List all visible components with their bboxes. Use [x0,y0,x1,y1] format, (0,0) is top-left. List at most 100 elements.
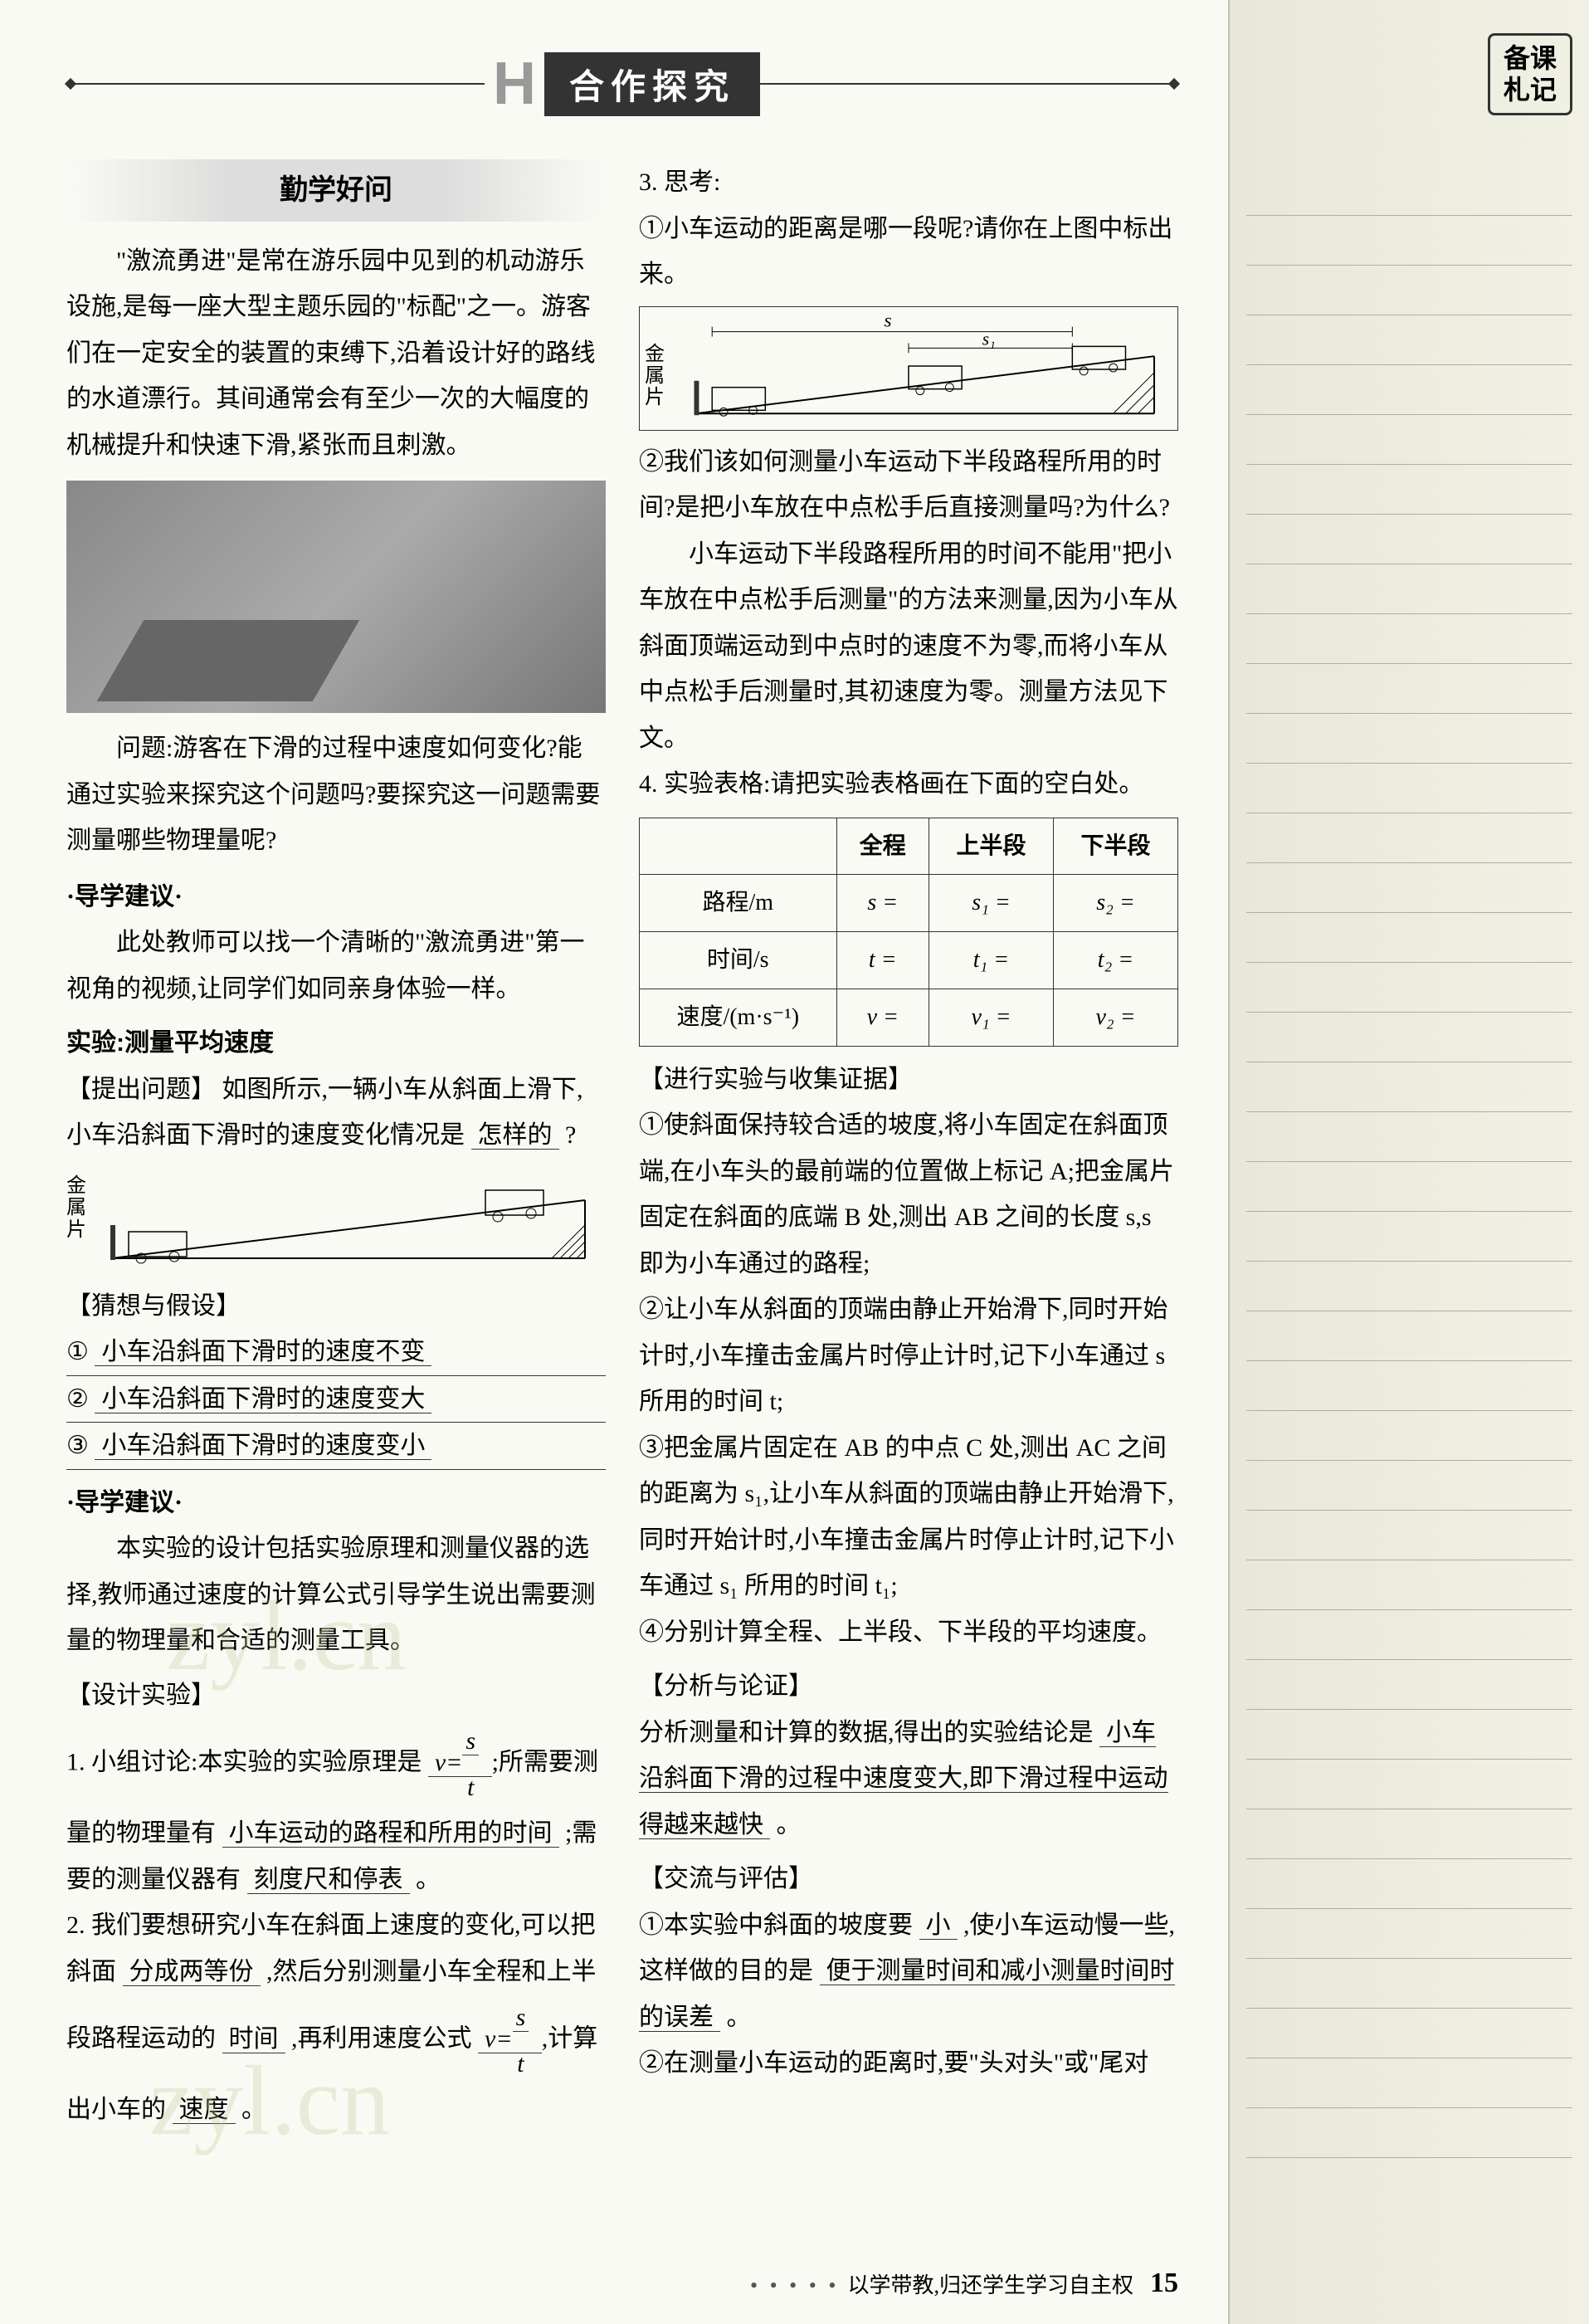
r2c2: t₁ = [929,932,1053,989]
guide1-title: ·导学建议· [66,874,606,920]
raise-q-blank: 怎样的 [471,1121,559,1150]
r3c1: v = [836,989,929,1046]
guide1-body: 此处教师可以找一个清晰的"激流勇进"第一视角的视频,让同学们如同亲身体验一样。 [66,920,606,1012]
r1c3: s₂ = [1053,875,1177,932]
eval-title: 【交流与评估】 [639,1856,1178,1902]
left-column: 勤学好问 "激流勇进"是常在游乐园中见到的机动游乐设施,是每一座大型主题乐园的"… [66,159,606,2133]
guess-title: 【猜想与假设】 [66,1283,606,1330]
collect-2: ②让小车从斜面的顶端由静止开始滑下,同时开始计时,小车撞击金属片时停止计时,记下… [639,1286,1178,1425]
eval-2: ②在测量小车运动的距离时,要"头对头"或"尾对 [639,2040,1178,2087]
main-content: H 合作探究 勤学好问 "激流勇进"是常在游乐园中见到的机动游乐设施,是每一座大… [0,0,1228,2324]
section-header: H 合作探究 [66,50,1178,118]
two-column-layout: 勤学好问 "激流勇进"是常在游乐园中见到的机动游乐设施,是每一座大型主题乐园的"… [66,159,1178,2133]
decor-line-left [66,83,485,85]
notebook-lines [1246,166,1572,2274]
d1-blank3: 刻度尺和停表 [247,1866,410,1894]
page-number: 15 [1150,2268,1178,2299]
think2-answer: 小车运动下半段路程所用的时间不能用"把小车放在中点松手后测量"的方法来测量,因为… [639,531,1178,762]
d2-mid2: ,再利用速度公式 [291,2025,472,2053]
table-row-distance: 路程/m s = s₁ = s₂ = [640,875,1178,932]
header-letter: H [493,50,536,118]
guess-2: ② 小车沿斜面下滑时的速度变大 [66,1376,606,1423]
guess2-num: ② [66,1376,89,1423]
r1c1: s = [836,875,929,932]
d2-blank3: 速度 [173,2096,236,2124]
d1-formula: v=st [428,1749,492,1777]
r3c3: v₂ = [1053,989,1177,1046]
r3c2: v₁ = [929,989,1053,1046]
th-full: 全程 [836,818,929,875]
intro-paragraph: "激流勇进"是常在游乐园中见到的机动游乐设施,是每一座大型主题乐园的"标配"之一… [66,238,606,469]
raise-q-end: ? [565,1121,576,1149]
d1-pre: 1. 小组讨论:本实验的实验原理是 [66,1749,422,1776]
ramp-label-left: 金属片 [66,1175,86,1241]
d1-end: 。 [416,1866,441,1893]
page-footer: 以学带教,归还学生学习自主权 15 [750,2268,1178,2299]
th-lower: 下半段 [1053,818,1177,875]
header-title: 合作探究 [544,52,760,116]
think-title: 3. 思考: [639,159,1178,206]
analysis-pre: 分析测量和计算的数据,得出的实验结论是 [639,1719,1094,1746]
eval-1: ①本实验中斜面的坡度要 小 ,使小车运动慢一些,这样做的目的是 便于测量时间和减… [639,1902,1178,2041]
r3-label: 速度/(m·s⁻¹) [640,989,837,1046]
r1c2: s₁ = [929,875,1053,932]
collect-4: ④分别计算全程、上半段、下半段的平均速度。 [639,1609,1178,1656]
svg-text:s: s [884,310,891,331]
th-blank [640,818,837,875]
analysis-body: 分析测量和计算的数据,得出的实验结论是 小车沿斜面下滑的过程中速度变大,即下滑过… [639,1710,1178,1848]
ramp-svg-2: s s₁ [640,307,1177,430]
r1-label: 路程/m [640,875,837,932]
raise-question: 【提出问题】 如图所示,一辆小车从斜面上滑下,小车沿斜面下滑时的速度变化情况是 … [66,1067,606,1159]
e1-blank1: 小 [919,1911,958,1940]
ramp-diagram-2: 金属片 s [639,306,1178,431]
collect-1: ①使斜面保持较合适的坡度,将小车固定在斜面顶端,在小车头的最前端的位置做上标记 … [639,1102,1178,1286]
corner-line2: 札记 [1504,75,1557,105]
experiment-title: 实验:测量平均速度 [66,1020,606,1067]
log-flume-image [66,481,606,713]
e1-pre: ①本实验中斜面的坡度要 [639,1911,913,1939]
guess1-text: 小车沿斜面下滑时的速度不变 [95,1338,431,1366]
think1: ①小车运动的距离是哪一段呢?请你在上图中标出来。 [639,206,1178,298]
guess-1: ① 小车沿斜面下滑时的速度不变 [66,1329,606,1376]
th-upper: 上半段 [929,818,1053,875]
corner-line1: 备课 [1504,43,1557,73]
r2c1: t = [836,932,929,989]
guess3-num: ③ [66,1423,89,1469]
d1-blank2: 小车运动的路程和所用的时间 [222,1819,559,1848]
guess2-text: 小车沿斜面下滑时的速度变大 [95,1385,431,1413]
r2-label: 时间/s [640,932,837,989]
table-header-row: 全程 上半段 下半段 [640,818,1178,875]
corner-label: 备课 札记 [1488,33,1572,115]
question-paragraph: 问题:游客在下滑的过程中速度如何变化?能通过实验来探究这个问题吗?要探究这一问题… [66,725,606,864]
experiment-table: 全程 上半段 下半段 路程/m s = s₁ = s₂ = 时间/s t = t… [639,818,1178,1047]
table-row-time: 时间/s t = t₁ = t₂ = [640,932,1178,989]
notes-sidebar: 备课 札记 [1228,0,1589,2324]
d2-formula: v=st [478,2025,542,2053]
r2c3: t₂ = [1053,932,1177,989]
collect-title: 【进行实验与收集证据】 [639,1057,1178,1103]
analysis-title: 【分析与论证】 [639,1663,1178,1710]
footer-motto: 以学带教,归还学生学习自主权 [750,2268,1133,2299]
think2-q: ②我们该如何测量小车运动下半段路程所用的时间?是把小车放在中点松手后直接测量吗?… [639,439,1178,531]
ramp-diagram-1: 金属片 [66,1167,606,1275]
table-row-speed: 速度/(m·s⁻¹) v = v₁ = v₂ = [640,989,1178,1046]
ramp-svg-1 [66,1167,606,1275]
ramp-label-right: 金属片 [645,344,665,409]
d2-blank1: 分成两等份 [123,1958,261,1986]
guess-3: ③ 小车沿斜面下滑时的速度变小 [66,1423,606,1470]
design-title: 【设计实验】 [66,1672,606,1719]
right-column: 3. 思考: ①小车运动的距离是哪一段呢?请你在上图中标出来。 金属片 [639,159,1178,2133]
analysis-end: 。 [777,1811,802,1838]
guess3-text: 小车沿斜面下滑时的速度变小 [95,1432,431,1460]
decor-line-right [760,83,1178,85]
svg-text:s₁: s₁ [982,329,996,349]
table-title: 4. 实验表格:请把实验表格画在下面的空白处。 [639,761,1178,808]
design-2: 2. 我们要想研究小车在斜面上速度的变化,可以把斜面 分成两等份 ,然后分别测量… [66,1902,606,2133]
guess1-num: ① [66,1329,89,1375]
d2-blank2: 时间 [222,2025,285,2053]
d2-end: 。 [241,2096,266,2123]
guide2-title: ·导学建议· [66,1480,606,1526]
e1-end: 。 [727,2004,752,2031]
raise-q-label: 【提出问题】 [66,1076,216,1103]
guide2-body: 本实验的设计包括实验原理和测量仪器的选择,教师通过速度的计算公式引导学生说出需要… [66,1526,606,1664]
